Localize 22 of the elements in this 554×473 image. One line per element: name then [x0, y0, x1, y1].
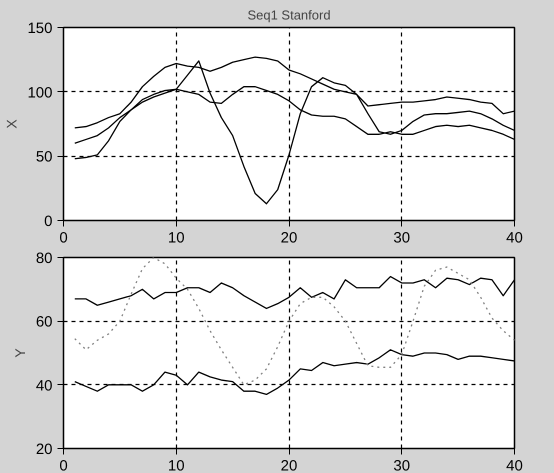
- x-tick-label: 20: [280, 458, 298, 473]
- y-tick-label: 80: [36, 250, 53, 267]
- y-tick-label: 40: [36, 377, 53, 394]
- x-tick-label: 40: [506, 458, 523, 473]
- y-tick-label: 0: [44, 213, 52, 230]
- y-axis-title: X: [3, 118, 20, 129]
- y-tick-label: 100: [27, 84, 53, 102]
- x-tick-label: 0: [59, 458, 68, 473]
- y-tick-label: 60: [36, 314, 53, 331]
- x-tick-label: 30: [393, 458, 410, 473]
- y-tick-label: 20: [36, 441, 53, 458]
- chart-title: Seq1 Stanford: [247, 8, 331, 22]
- y-axis-title: Y: [12, 348, 28, 358]
- y-tick-label: 50: [36, 148, 53, 166]
- x-tick-label: 10: [168, 458, 185, 473]
- x-tick-label: 0: [59, 230, 68, 246]
- x-tick-label: 40: [506, 230, 523, 246]
- x-tick-label: 30: [393, 230, 410, 246]
- y-tick-label: 150: [27, 20, 53, 37]
- line-series: [74, 258, 514, 386]
- x-tick-label: 20: [280, 230, 298, 246]
- x-tick-label: 10: [168, 230, 185, 246]
